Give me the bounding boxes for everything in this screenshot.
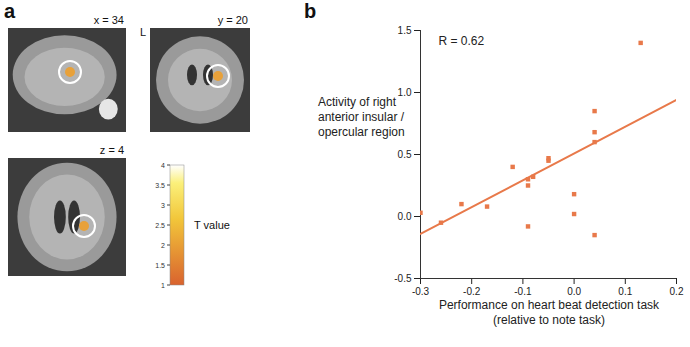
svg-text:4: 4 — [161, 162, 165, 169]
svg-text:T value: T value — [194, 219, 230, 231]
svg-text:2.5: 2.5 — [155, 222, 165, 229]
svg-text:1.5: 1.5 — [155, 262, 165, 269]
svg-text:x = 34: x = 34 — [94, 14, 124, 26]
svg-text:L: L — [140, 26, 146, 38]
html-text:a: a — [4, 0, 16, 22]
svg-text:-0.5: -0.5 — [394, 273, 412, 284]
svg-text:0.5: 0.5 — [398, 149, 412, 160]
svg-text:2: 2 — [161, 242, 165, 249]
html-text:b: b — [304, 0, 317, 22]
svg-text:z = 4: z = 4 — [100, 144, 124, 156]
svg-text:3.5: 3.5 — [155, 182, 165, 189]
svg-text:0.0: 0.0 — [398, 211, 412, 222]
svg-text:-0.1: -0.1 — [514, 286, 532, 297]
svg-text:0.1: 0.1 — [618, 286, 632, 297]
svg-text:y = 20: y = 20 — [218, 14, 248, 26]
svg-text:1.0: 1.0 — [398, 87, 412, 98]
svg-text:-0.3: -0.3 — [412, 286, 430, 297]
html-text:Performance on heart beat dete: Performance on heart beat detection task… — [438, 298, 660, 327]
svg-text:3: 3 — [161, 202, 165, 209]
svg-text:1.5: 1.5 — [398, 25, 412, 36]
svg-text:1: 1 — [161, 282, 165, 289]
svg-text:R = 0.62: R = 0.62 — [439, 34, 485, 48]
svg-text:0.0: 0.0 — [567, 286, 581, 297]
html-text:Activity of right anterior ins: Activity of right anterior insular / ope… — [318, 95, 405, 139]
svg-text:-0.2: -0.2 — [463, 286, 481, 297]
svg-text:0.2: 0.2 — [670, 286, 684, 297]
